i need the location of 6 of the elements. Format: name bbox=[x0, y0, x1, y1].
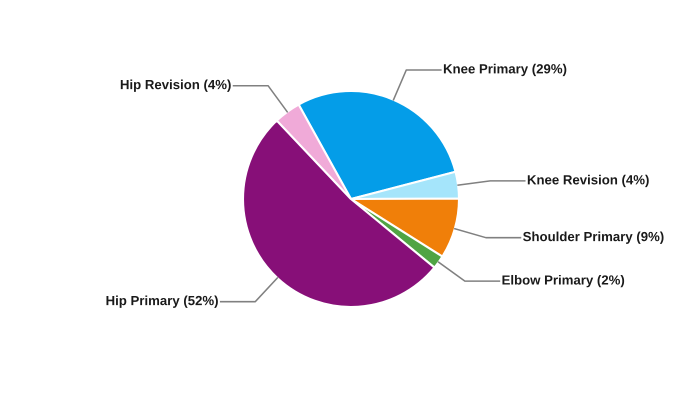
slice-label: Hip Revision (4%) bbox=[120, 80, 231, 92]
slice-label: Knee Primary (29%) bbox=[444, 64, 566, 76]
slice-label: Knee Revision (4%) bbox=[528, 174, 649, 188]
slice-label: Shoulder Primary (9%) bbox=[523, 232, 664, 244]
slice-label: Hip Primary (52%) bbox=[106, 296, 218, 308]
slice-label: Elbow Primary (2%) bbox=[502, 274, 624, 288]
